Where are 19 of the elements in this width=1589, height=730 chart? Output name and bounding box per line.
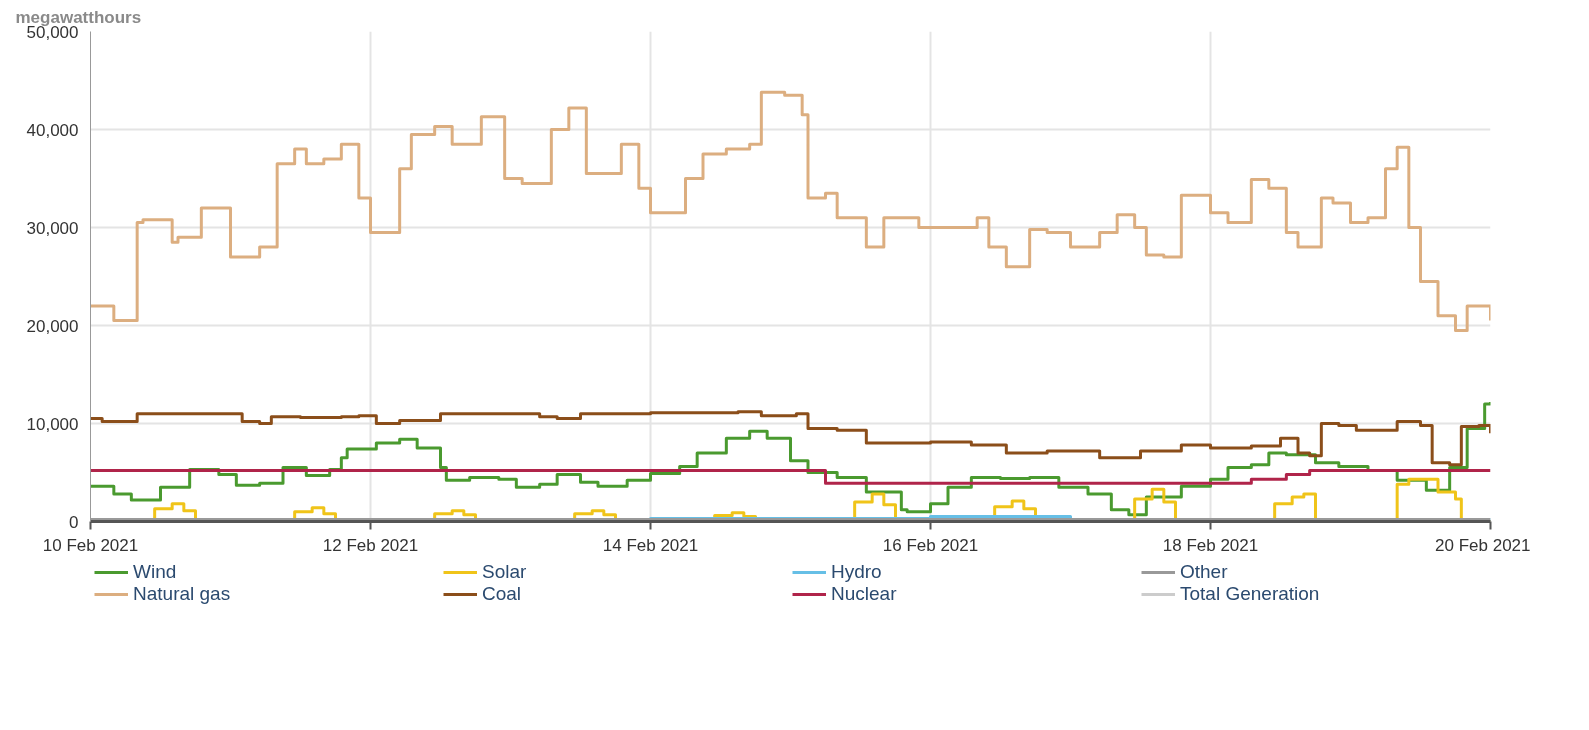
y-tick-label: 30,000 (26, 218, 79, 238)
y-tick-label: 10,000 (26, 414, 79, 434)
legend-label: Coal (482, 583, 523, 605)
x-tick-label: 16 Feb 2021 (882, 535, 979, 555)
y-tick-label: 40,000 (26, 120, 79, 140)
x-tick-label: 20 Feb 2021 (1435, 535, 1531, 555)
legend-label: Wind (133, 561, 178, 583)
x-tick-label: 18 Feb 2021 (1162, 535, 1259, 555)
legend-label: Nuclear (831, 583, 898, 605)
x-tick-label: 14 Feb 2021 (602, 535, 699, 555)
x-tick-label: 12 Feb 2021 (322, 535, 419, 555)
y-tick-label: 0 (69, 512, 79, 532)
x-tick-label: 10 Feb 2021 (42, 535, 139, 555)
legend-label: Total Generation (1180, 583, 1321, 605)
legend-label: Solar (482, 561, 528, 583)
legend-label: Other (1180, 561, 1229, 583)
y-tick-label: 20,000 (26, 316, 79, 336)
legend-label: Hydro (831, 561, 883, 583)
legend-label: Natural gas (133, 583, 232, 605)
